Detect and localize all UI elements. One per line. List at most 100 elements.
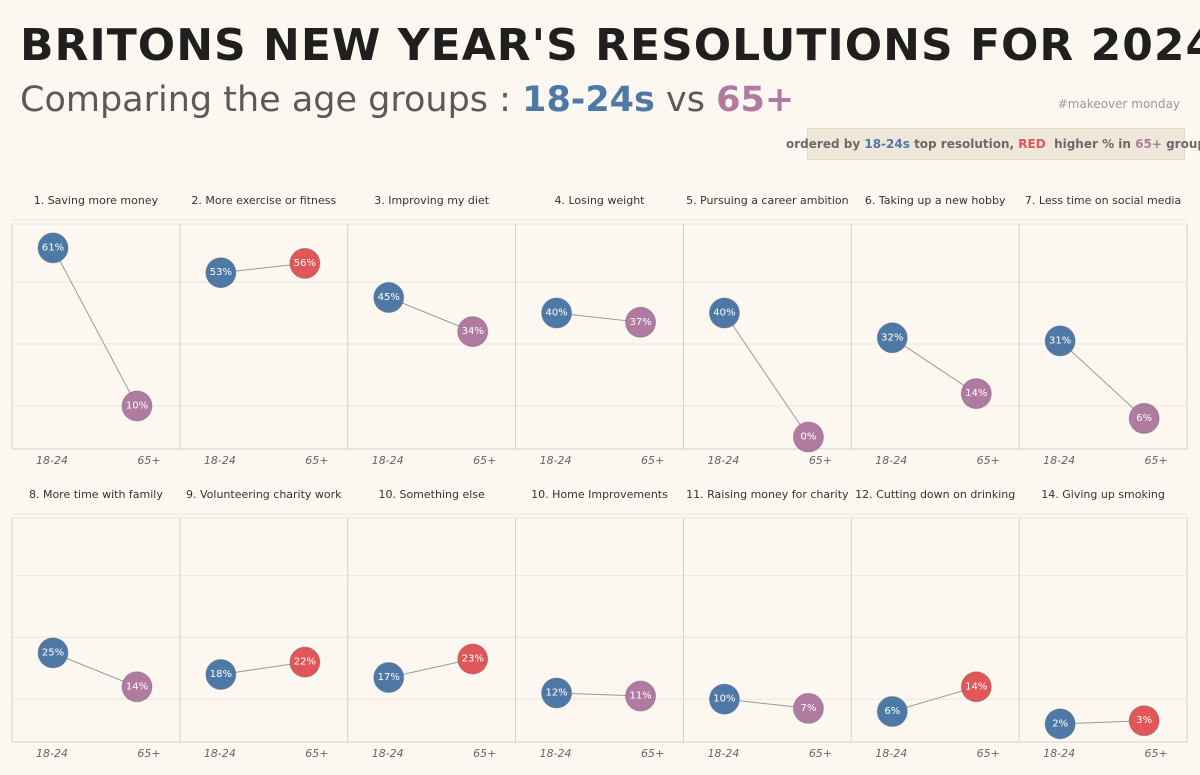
panel-title: 9. Volunteering charity work (186, 488, 342, 501)
panel-12: 11. Raising money for charity 10% 7% 18-24 6… (686, 488, 849, 760)
dot-65-plus (1128, 705, 1160, 737)
note-middle2: higher % in (1054, 137, 1131, 151)
dot-18-24-label: 6% (884, 706, 900, 717)
panel-6: 6. Taking up a new hobby 32% 14% 18-24 65+ (865, 194, 1006, 467)
dot-65-plus (792, 421, 824, 453)
panel-title: 14. Giving up smoking (1041, 488, 1165, 501)
slope-line (892, 337, 977, 395)
x-tick-18-24: 18-24 (372, 454, 404, 467)
x-tick-18-24: 18-24 (875, 454, 907, 467)
dot-18-24-label: 10% (713, 694, 735, 705)
dot-65-plus (1128, 402, 1160, 434)
dot-18-24 (876, 695, 908, 727)
x-tick-65-plus: 65+ (473, 747, 496, 760)
dot-65-plus (792, 692, 824, 724)
dot-18-24 (876, 322, 908, 354)
dot-18-24 (541, 297, 573, 329)
x-tick-18-24: 18-24 (36, 747, 68, 760)
x-tick-65-plus: 65+ (641, 747, 664, 760)
x-tick-65-plus: 65+ (977, 747, 1000, 760)
note-red: RED (1018, 137, 1046, 151)
x-tick-18-24: 18-24 (204, 454, 236, 467)
subtitle-group2: 65+ (716, 80, 795, 120)
panel-title: 7. Less time on social media (1025, 194, 1181, 207)
panel-title: 2. More exercise or fitness (191, 194, 336, 207)
slope-line (724, 312, 809, 438)
ordering-note: ordered by 18-24s top resolution, RED hi… (786, 128, 1200, 160)
panel-title: 12. Cutting down on drinking (855, 488, 1015, 501)
x-tick-18-24: 18-24 (36, 454, 68, 467)
panel-title: 4. Losing weight (555, 194, 646, 207)
dot-65-plus (289, 247, 321, 279)
panel-row-1 (11, 219, 1188, 450)
dot-65-plus (960, 671, 992, 703)
x-tick-18-24: 18-24 (540, 454, 572, 467)
panel-8: 8. More time with family 25% 14% 18-24 65+ (29, 488, 163, 760)
dot-18-24 (37, 232, 69, 264)
panel-13: 12. Cutting down on drinking 6% 14% 18-24 65… (855, 488, 1015, 760)
note-group1: 18-24s (864, 137, 910, 151)
dot-65-plus-label: 3% (1136, 715, 1152, 726)
x-tick-18-24: 18-24 (372, 747, 404, 760)
dot-65-plus-label: 0% (800, 432, 816, 443)
panel-title: 8. More time with family (29, 488, 163, 501)
subtitle-group1: 18-24s (522, 80, 655, 120)
note-group2: 65+ (1135, 137, 1162, 151)
x-tick-65-plus: 65+ (1145, 454, 1168, 467)
x-tick-65-plus: 65+ (305, 747, 328, 760)
panel-4: 4. Losing weight 40% 37% 18-24 65+ (540, 194, 665, 467)
dot-18-24-label: 45% (378, 292, 400, 303)
dot-18-24-label: 17% (378, 672, 400, 683)
dot-18-24-label: 53% (210, 267, 232, 278)
x-tick-18-24: 18-24 (875, 747, 907, 760)
x-tick-18-24: 18-24 (204, 747, 236, 760)
dot-18-24 (373, 282, 405, 313)
x-tick-65-plus: 65+ (137, 747, 160, 760)
dot-18-24-label: 25% (42, 647, 64, 658)
x-tick-18-24: 18-24 (540, 747, 572, 760)
note-middle: top resolution, (914, 137, 1015, 151)
dot-65-plus-label: 11% (629, 691, 651, 702)
x-tick-65-plus: 65+ (809, 454, 832, 467)
subtitle-vs: vs (666, 80, 705, 120)
panel-7: 7. Less time on social media 31% 6% 18-24 65… (1025, 194, 1181, 467)
dot-18-24 (1044, 325, 1076, 357)
x-tick-65-plus: 65+ (1145, 747, 1168, 760)
page-title: BRITONS NEW YEAR'S RESOLUTIONS FOR 2024 (20, 20, 1200, 71)
dot-65-plus (625, 680, 657, 712)
x-tick-65-plus: 65+ (305, 454, 328, 467)
panel-11: 10. Home Improvements 12% 11% 18-24 65+ (531, 488, 668, 760)
panel-title: 11. Raising money for charity (686, 488, 849, 501)
panel-10: 10. Something else 17% 23% 18-24 65+ (372, 488, 497, 760)
dot-18-24-label: 18% (210, 669, 232, 680)
dot-65-plus (960, 378, 992, 410)
dot-18-24 (205, 658, 237, 690)
dot-65-plus-label: 34% (462, 326, 484, 337)
panel-title: 10. Something else (378, 488, 485, 501)
panel-row-2 (11, 513, 1188, 743)
note-prefix: ordered by (786, 137, 861, 151)
dot-18-24 (1044, 708, 1076, 740)
panel-title: 5. Pursuing a career ambition (686, 194, 849, 207)
x-tick-18-24: 18-24 (707, 454, 739, 467)
slope-line (388, 297, 473, 333)
dot-65-plus-label: 22% (294, 657, 316, 668)
dot-65-plus (121, 390, 153, 422)
dot-65-plus-label: 23% (462, 654, 484, 665)
dot-18-24 (205, 257, 237, 289)
slope-line (52, 652, 138, 688)
dot-65-plus-label: 6% (1136, 413, 1152, 424)
dot-65-plus-label: 14% (965, 681, 987, 692)
x-tick-18-24: 18-24 (1043, 747, 1075, 760)
panel-title: 10. Home Improvements (531, 488, 668, 501)
panel-title: 3. Improving my diet (374, 194, 489, 207)
dot-65-plus-label: 56% (294, 258, 316, 269)
x-tick-65-plus: 65+ (641, 454, 664, 467)
x-tick-65-plus: 65+ (137, 454, 160, 467)
dot-18-24 (373, 662, 405, 694)
dot-65-plus (289, 646, 321, 678)
dot-18-24-label: 32% (881, 332, 903, 343)
dot-65-plus (457, 643, 489, 675)
note-suffix: group (1166, 137, 1200, 151)
